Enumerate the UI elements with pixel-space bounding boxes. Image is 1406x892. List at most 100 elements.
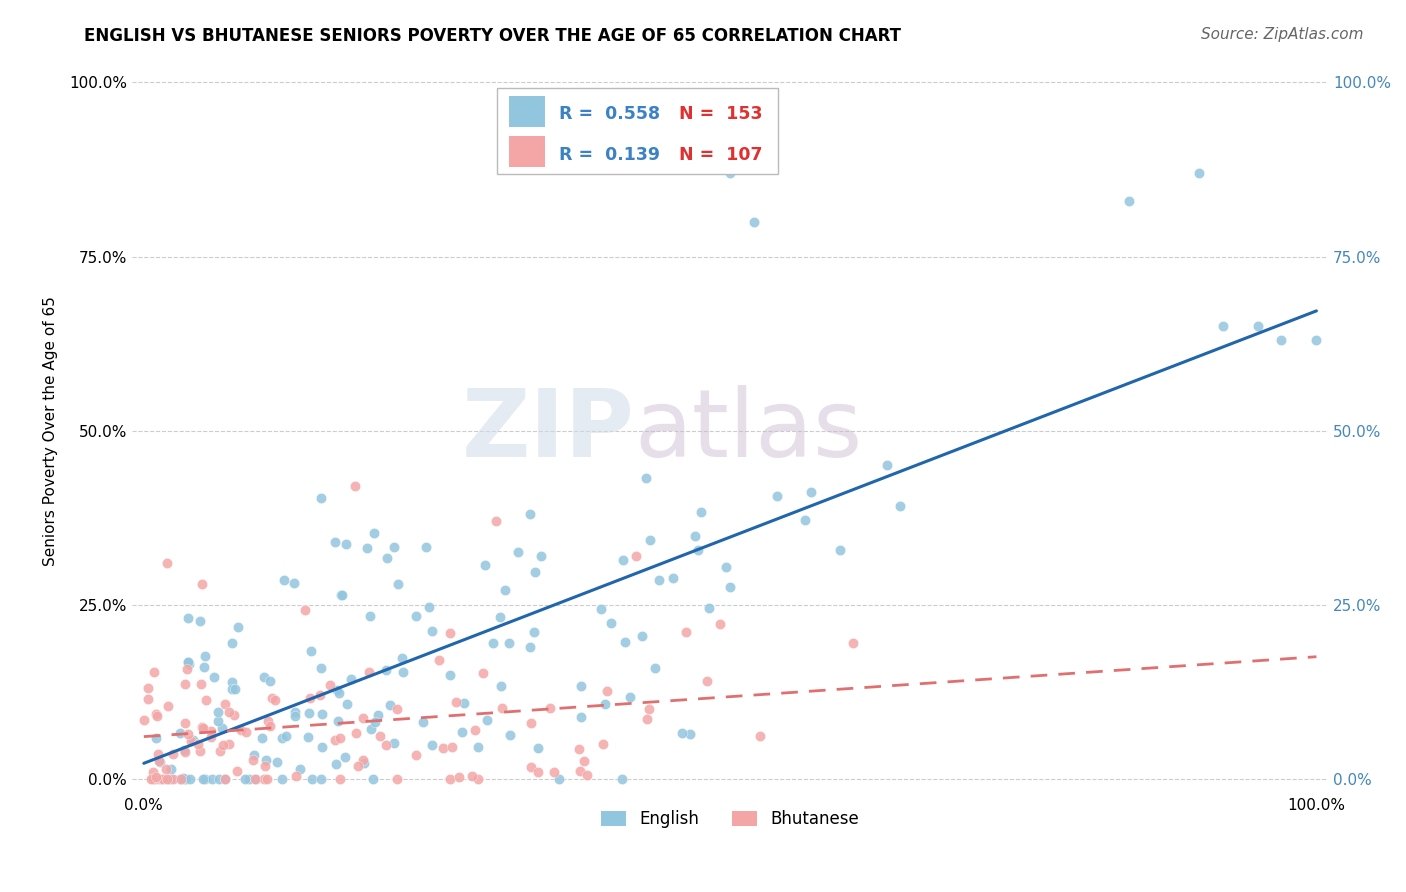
- Point: [461, 769, 484, 783]
- Point: [474, 558, 496, 573]
- Point: [311, 706, 333, 721]
- Point: [842, 636, 865, 650]
- Point: [610, 772, 633, 786]
- Point: [143, 772, 166, 786]
- Point: [325, 757, 347, 772]
- Point: [141, 772, 163, 786]
- Point: [188, 744, 211, 758]
- Point: [238, 772, 260, 786]
- Point: [259, 673, 281, 688]
- Point: [228, 620, 250, 634]
- Point: [221, 675, 243, 690]
- Point: [361, 772, 384, 786]
- Point: [335, 536, 357, 550]
- Point: [254, 753, 277, 767]
- Point: [619, 690, 641, 705]
- Point: [592, 737, 614, 751]
- Point: [256, 772, 278, 786]
- Point: [233, 772, 256, 786]
- Point: [709, 616, 731, 631]
- Point: [214, 772, 236, 786]
- Point: [211, 738, 233, 752]
- Point: [359, 609, 381, 624]
- FancyBboxPatch shape: [496, 88, 778, 174]
- Point: [329, 731, 352, 745]
- Point: [613, 634, 636, 648]
- Point: [699, 600, 721, 615]
- Point: [543, 765, 565, 780]
- Point: [793, 513, 815, 527]
- Point: [176, 662, 198, 676]
- Point: [242, 753, 264, 767]
- Point: [142, 772, 165, 786]
- Point: [524, 566, 547, 580]
- Point: [522, 625, 544, 640]
- Text: ENGLISH VS BHUTANESE SENIORS POVERTY OVER THE AGE OF 65 CORRELATION CHART: ENGLISH VS BHUTANESE SENIORS POVERTY OVE…: [84, 27, 901, 45]
- Point: [569, 679, 592, 693]
- Point: [392, 665, 415, 679]
- Y-axis label: Seniors Poverty Over the Age of 65: Seniors Poverty Over the Age of 65: [44, 295, 58, 566]
- Point: [173, 677, 195, 691]
- Point: [191, 720, 214, 734]
- Point: [648, 573, 671, 587]
- Point: [143, 665, 166, 680]
- Point: [221, 682, 243, 697]
- Point: [177, 657, 200, 672]
- Point: [229, 723, 252, 737]
- Point: [439, 667, 461, 681]
- Text: ZIP: ZIP: [461, 384, 634, 476]
- Point: [149, 756, 172, 770]
- Point: [309, 491, 332, 506]
- Point: [193, 721, 215, 735]
- Point: [329, 772, 352, 786]
- Point: [568, 742, 591, 756]
- Point: [353, 756, 375, 770]
- Legend: English, Bhutanese: English, Bhutanese: [595, 804, 866, 835]
- Point: [612, 553, 634, 567]
- Text: Source: ZipAtlas.com: Source: ZipAtlas.com: [1201, 27, 1364, 42]
- Point: [181, 733, 204, 747]
- Point: [188, 614, 211, 628]
- Point: [218, 705, 240, 719]
- Point: [800, 485, 823, 500]
- Point: [432, 741, 454, 756]
- Point: [177, 727, 200, 741]
- Point: [194, 648, 217, 663]
- Point: [221, 636, 243, 650]
- Point: [148, 754, 170, 768]
- Point: [591, 602, 613, 616]
- Point: [352, 753, 374, 767]
- Point: [169, 772, 191, 786]
- Point: [162, 747, 184, 761]
- Point: [134, 713, 156, 727]
- Point: [356, 541, 378, 555]
- Point: [298, 706, 321, 720]
- Point: [1212, 319, 1234, 334]
- Point: [156, 556, 179, 570]
- Point: [464, 723, 486, 738]
- Point: [257, 714, 280, 729]
- Point: [382, 540, 405, 554]
- Point: [270, 772, 292, 786]
- Point: [1118, 194, 1140, 208]
- Point: [224, 707, 246, 722]
- Point: [200, 731, 222, 745]
- Point: [172, 771, 194, 785]
- Point: [177, 655, 200, 669]
- Point: [569, 710, 592, 724]
- Point: [254, 758, 277, 772]
- Point: [245, 772, 267, 786]
- Point: [145, 731, 167, 746]
- Point: [527, 740, 550, 755]
- Point: [136, 681, 159, 696]
- Point: [145, 770, 167, 784]
- Point: [190, 677, 212, 691]
- Point: [177, 611, 200, 625]
- Point: [323, 535, 346, 549]
- Point: [207, 714, 229, 728]
- Point: [243, 772, 266, 786]
- Point: [253, 772, 276, 786]
- Point: [530, 549, 553, 563]
- Point: [311, 739, 333, 754]
- Text: R =  0.558: R = 0.558: [560, 104, 661, 123]
